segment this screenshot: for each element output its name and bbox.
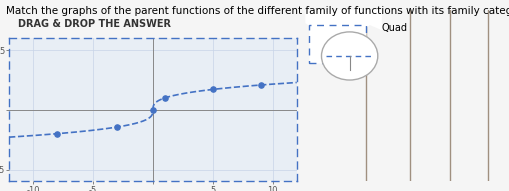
Point (113, 125, 121, 129)
Point (209, 88, 217, 91)
Text: Quad: Quad (382, 23, 408, 33)
Circle shape (322, 32, 378, 80)
Point (257, 83, 265, 87)
Point (161, 96, 169, 99)
Text: DRAG & DROP THE ANSWER: DRAG & DROP THE ANSWER (18, 19, 172, 29)
Text: Match the graphs of the parent functions of the different family of functions wi: Match the graphs of the parent functions… (6, 6, 509, 16)
Point (149, 108, 157, 111)
Polygon shape (305, 10, 382, 34)
FancyBboxPatch shape (309, 25, 365, 63)
Point (53, 132, 61, 135)
